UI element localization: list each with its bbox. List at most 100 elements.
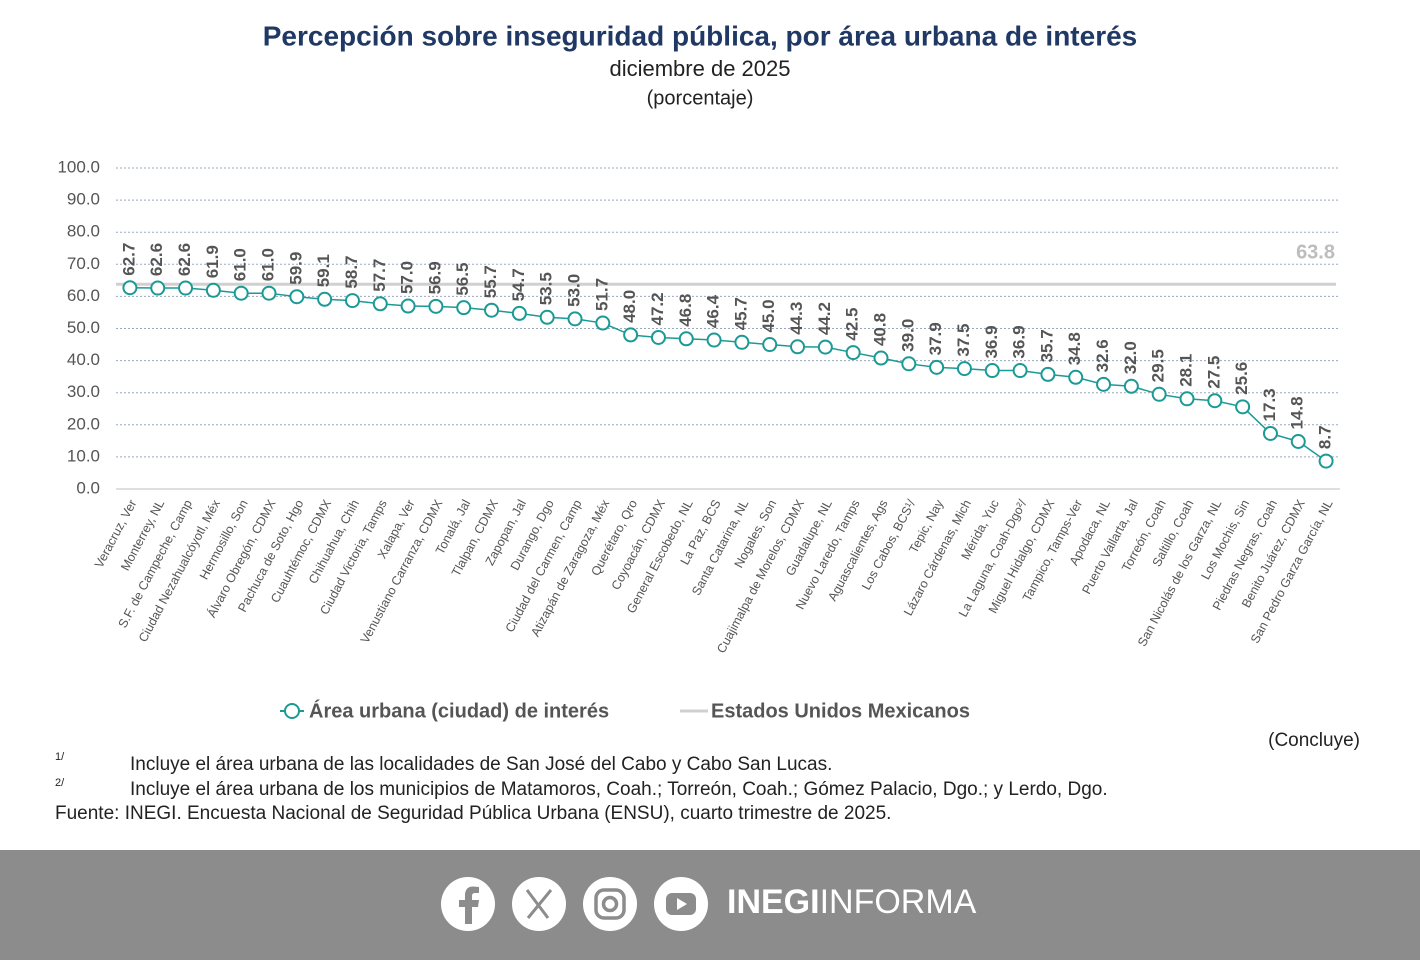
x-glyph (525, 889, 553, 919)
data-point (901, 356, 917, 372)
data-label: 56.5 (453, 263, 472, 296)
footnote: Incluye el área urbana de las localidade… (130, 754, 832, 775)
data-label: 48.0 (620, 290, 639, 323)
data-label: 46.4 (704, 294, 723, 328)
data-point (372, 296, 388, 312)
data-label: 42.5 (843, 307, 862, 340)
data-label: 44.3 (787, 302, 806, 335)
data-label: 8.7 (1316, 425, 1335, 449)
data-label: 32.0 (1121, 341, 1140, 374)
data-label: 54.7 (509, 268, 528, 301)
data-point (1012, 363, 1028, 379)
data-label: 45.7 (731, 297, 750, 330)
data-point (261, 285, 277, 301)
data-label: 27.5 (1204, 356, 1223, 389)
data-point (1262, 425, 1278, 441)
source: Fuente: INEGI. Encuesta Nacional de Segu… (55, 803, 891, 824)
instagram-glyph (601, 895, 619, 913)
y-tick-label: 10.0 (67, 446, 100, 465)
data-point (817, 339, 833, 355)
data-label: 53.0 (564, 274, 583, 307)
legend-label: Estados Unidos Mexicanos (711, 700, 970, 722)
data-point (1040, 366, 1056, 382)
data-point (1235, 399, 1251, 415)
data-label: 39.0 (898, 319, 917, 352)
data-point (344, 293, 360, 309)
data-point (511, 305, 527, 321)
y-tick-label: 80.0 (67, 222, 100, 241)
y-tick-label: 20.0 (67, 414, 100, 433)
data-point (428, 298, 444, 314)
data-point (623, 327, 639, 343)
data-point (539, 309, 555, 325)
data-point (1318, 453, 1334, 469)
data-point (289, 289, 305, 305)
instagram-icon[interactable] (583, 877, 637, 931)
data-point (1179, 391, 1195, 407)
data-label: 62.6 (175, 243, 194, 276)
data-point (484, 302, 500, 318)
reference-label: 63.8 (1296, 241, 1335, 263)
data-point (873, 350, 889, 366)
data-label: 37.9 (926, 322, 945, 355)
data-point (790, 339, 806, 355)
y-tick-label: 60.0 (67, 286, 100, 305)
unit-note: (porcentaje) (647, 87, 754, 109)
data-point (706, 332, 722, 348)
data-label: 62.7 (119, 243, 138, 276)
footnote-mark: 2/ (55, 777, 65, 789)
data-label: 17.3 (1260, 388, 1279, 421)
data-label: 46.8 (676, 294, 695, 327)
data-point (205, 282, 221, 298)
data-label: 61.0 (258, 248, 277, 281)
data-label: 47.2 (648, 292, 667, 325)
data-label: 37.5 (954, 324, 973, 357)
data-point (1151, 386, 1167, 402)
data-label: 36.9 (1010, 325, 1029, 358)
data-point (678, 331, 694, 347)
data-label: 35.7 (1037, 329, 1056, 362)
data-label: 14.8 (1288, 396, 1307, 429)
data-label: 57.0 (398, 261, 417, 294)
data-label: 58.7 (342, 255, 361, 288)
legend-label: Área urbana (ciudad) de interés (309, 699, 609, 722)
brand: INEGIINFORMA (727, 883, 977, 921)
data-point (400, 298, 416, 314)
data-point (1207, 393, 1223, 409)
status-note: (Concluye) (1268, 730, 1360, 751)
data-label: 57.7 (370, 259, 389, 292)
data-label: 61.0 (231, 248, 250, 281)
instagram-glyph (594, 888, 626, 920)
y-tick-label: 100.0 (57, 157, 100, 176)
footnote: Incluye el área urbana de los municipios… (130, 779, 1108, 800)
y-tick-label: 40.0 (67, 350, 100, 369)
data-point (984, 363, 1000, 379)
data-label: 44.2 (815, 302, 834, 335)
chart-title: Percepción sobre inseguridad pública, po… (263, 20, 1137, 51)
data-label: 53.5 (537, 272, 556, 305)
data-point (122, 280, 138, 296)
series-line (129, 286, 1327, 462)
y-tick-label: 90.0 (67, 190, 100, 209)
data-label: 32.6 (1093, 339, 1112, 372)
data-point (233, 285, 249, 301)
data-point (734, 334, 750, 350)
data-point (1290, 433, 1306, 449)
footer-band (0, 850, 1420, 960)
facebook-glyph (459, 886, 479, 924)
data-point (317, 291, 333, 307)
data-point (595, 315, 611, 331)
data-label: 59.1 (314, 254, 333, 287)
data-label: 28.1 (1176, 354, 1195, 387)
footnote-mark: 1/ (55, 751, 65, 763)
data-point (1123, 378, 1139, 394)
data-point (1096, 376, 1112, 392)
y-tick-label: 50.0 (67, 318, 100, 337)
legend-marker (284, 703, 300, 719)
data-label: 29.5 (1149, 349, 1168, 382)
data-label: 62.6 (147, 243, 166, 276)
data-point (150, 280, 166, 296)
chart-subtitle: diciembre de 2025 (609, 56, 790, 81)
